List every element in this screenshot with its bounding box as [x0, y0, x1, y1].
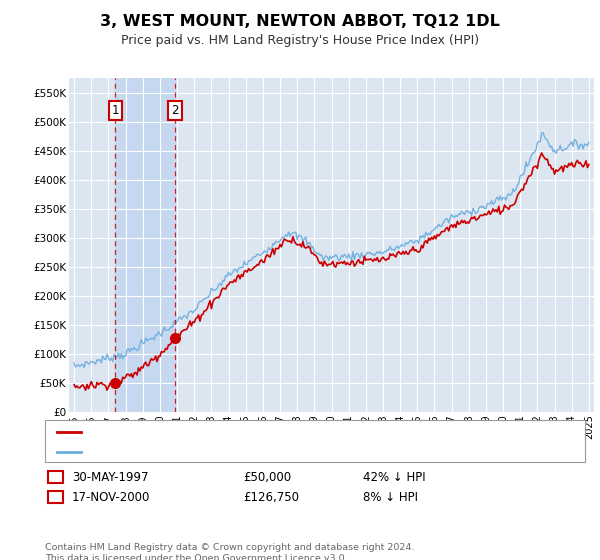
Text: 2: 2 [171, 104, 179, 117]
Text: 8% ↓ HPI: 8% ↓ HPI [363, 491, 418, 504]
Text: 30-MAY-1997: 30-MAY-1997 [72, 470, 149, 484]
Text: 42% ↓ HPI: 42% ↓ HPI [363, 470, 425, 484]
Text: 1: 1 [112, 104, 119, 117]
Text: 17-NOV-2000: 17-NOV-2000 [72, 491, 151, 504]
Bar [115, 78, 175, 412]
Text: Price paid vs. HM Land Registry's House Price Index (HPI): Price paid vs. HM Land Registry's House … [121, 34, 479, 46]
Text: 3, WEST MOUNT, NEWTON ABBOT, TQ12 1DL: 3, WEST MOUNT, NEWTON ABBOT, TQ12 1DL [100, 14, 500, 29]
Text: £126,750: £126,750 [243, 491, 299, 504]
Text: 2: 2 [52, 491, 59, 504]
Text: 1: 1 [52, 470, 59, 484]
Text: £50,000: £50,000 [243, 470, 291, 484]
Text: HPI: Average price, detached house, Teignbridge: HPI: Average price, detached house, Teig… [86, 446, 352, 456]
Text: 3, WEST MOUNT, NEWTON ABBOT, TQ12 1DL (detached house): 3, WEST MOUNT, NEWTON ABBOT, TQ12 1DL (d… [86, 427, 433, 437]
Text: Contains HM Land Registry data © Crown copyright and database right 2024.
This d: Contains HM Land Registry data © Crown c… [45, 543, 415, 560]
